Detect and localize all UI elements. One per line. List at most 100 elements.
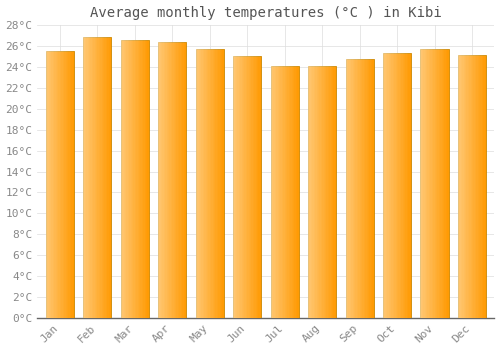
Bar <box>257 56 258 318</box>
Bar <box>72 51 74 318</box>
Bar <box>404 53 406 318</box>
Bar <box>129 40 130 318</box>
Bar <box>320 66 322 318</box>
Bar <box>148 40 149 318</box>
Bar <box>286 66 288 318</box>
Bar <box>368 60 370 318</box>
Bar <box>410 53 411 318</box>
Bar <box>347 60 348 318</box>
Bar <box>92 37 93 318</box>
Bar <box>468 55 469 318</box>
Bar <box>160 42 161 318</box>
Bar <box>397 53 398 318</box>
Bar <box>171 42 172 318</box>
Bar <box>221 49 222 318</box>
Bar <box>88 37 89 318</box>
Bar <box>462 55 464 318</box>
Bar <box>354 60 356 318</box>
Bar <box>484 55 486 318</box>
Bar <box>364 60 365 318</box>
Bar <box>294 66 296 318</box>
Bar <box>244 56 246 318</box>
Bar <box>124 40 125 318</box>
Bar <box>483 55 484 318</box>
Bar <box>278 66 279 318</box>
Bar <box>260 56 261 318</box>
Bar <box>280 66 282 318</box>
Bar <box>62 51 64 318</box>
Bar <box>180 42 182 318</box>
Bar <box>217 49 218 318</box>
Bar <box>282 66 284 318</box>
Bar <box>196 49 197 318</box>
Bar <box>68 51 70 318</box>
Bar <box>110 37 112 318</box>
Bar <box>361 60 362 318</box>
Bar <box>279 66 280 318</box>
Bar <box>402 53 404 318</box>
Bar <box>142 40 143 318</box>
Bar <box>210 49 211 318</box>
Bar <box>107 37 108 318</box>
Bar <box>310 66 311 318</box>
Bar <box>270 66 272 318</box>
Bar <box>122 40 124 318</box>
Bar <box>312 66 314 318</box>
Bar <box>325 66 326 318</box>
Bar <box>460 55 462 318</box>
Bar <box>132 40 134 318</box>
Bar <box>158 42 186 318</box>
Bar <box>222 49 224 318</box>
Bar <box>308 66 336 318</box>
Bar <box>234 56 236 318</box>
Bar <box>103 37 104 318</box>
Bar <box>246 56 247 318</box>
Bar <box>207 49 208 318</box>
Bar <box>370 60 371 318</box>
Bar <box>478 55 479 318</box>
Bar <box>390 53 392 318</box>
Bar <box>284 66 286 318</box>
Bar <box>128 40 129 318</box>
Bar <box>311 66 312 318</box>
Bar <box>168 42 170 318</box>
Bar <box>330 66 332 318</box>
Bar <box>350 60 351 318</box>
Bar <box>329 66 330 318</box>
Bar <box>158 42 160 318</box>
Bar <box>202 49 204 318</box>
Bar <box>398 53 400 318</box>
Bar <box>58 51 60 318</box>
Bar <box>474 55 475 318</box>
Bar <box>90 37 92 318</box>
Bar <box>472 55 474 318</box>
Bar <box>138 40 139 318</box>
Bar <box>70 51 71 318</box>
Bar <box>212 49 214 318</box>
Bar <box>252 56 253 318</box>
Bar <box>371 60 372 318</box>
Bar <box>164 42 166 318</box>
Bar <box>365 60 366 318</box>
Bar <box>383 53 384 318</box>
Bar <box>394 53 396 318</box>
Bar <box>434 49 436 318</box>
Bar <box>161 42 162 318</box>
Bar <box>433 49 434 318</box>
Bar <box>447 49 448 318</box>
Bar <box>290 66 292 318</box>
Bar <box>315 66 316 318</box>
Bar <box>420 49 448 318</box>
Bar <box>200 49 202 318</box>
Bar <box>393 53 394 318</box>
Bar <box>162 42 164 318</box>
Bar <box>275 66 276 318</box>
Bar <box>185 42 186 318</box>
Bar <box>256 56 257 318</box>
Bar <box>136 40 138 318</box>
Bar <box>346 60 347 318</box>
Bar <box>135 40 136 318</box>
Bar <box>93 37 94 318</box>
Bar <box>54 51 56 318</box>
Bar <box>443 49 444 318</box>
